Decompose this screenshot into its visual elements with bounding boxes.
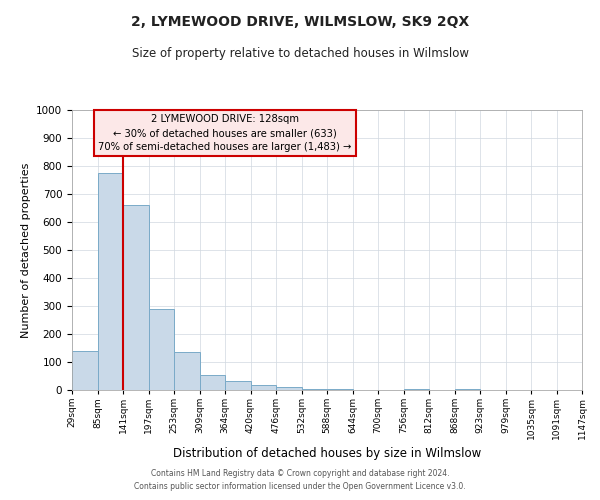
Bar [72,351,97,390]
Text: 2, LYMEWOOD DRIVE, WILMSLOW, SK9 2QX: 2, LYMEWOOD DRIVE, WILMSLOW, SK9 2QX [131,15,469,29]
X-axis label: Distribution of detached houses by size in Wilmslow: Distribution of detached houses by size … [173,448,481,460]
Bar [97,173,123,390]
Bar [276,386,302,390]
Bar [302,388,327,390]
Bar [149,309,174,390]
Bar [199,374,225,390]
Bar [225,381,251,390]
Text: Contains public sector information licensed under the Open Government Licence v3: Contains public sector information licen… [134,482,466,491]
Bar [174,352,199,390]
Text: Contains HM Land Registry data © Crown copyright and database right 2024.: Contains HM Land Registry data © Crown c… [151,468,449,477]
Bar [251,385,276,390]
Bar [123,205,149,390]
Bar [404,388,429,390]
Y-axis label: Number of detached properties: Number of detached properties [20,162,31,338]
Text: Size of property relative to detached houses in Wilmslow: Size of property relative to detached ho… [131,48,469,60]
Text: 2 LYMEWOOD DRIVE: 128sqm
← 30% of detached houses are smaller (633)
70% of semi-: 2 LYMEWOOD DRIVE: 128sqm ← 30% of detach… [98,114,352,152]
